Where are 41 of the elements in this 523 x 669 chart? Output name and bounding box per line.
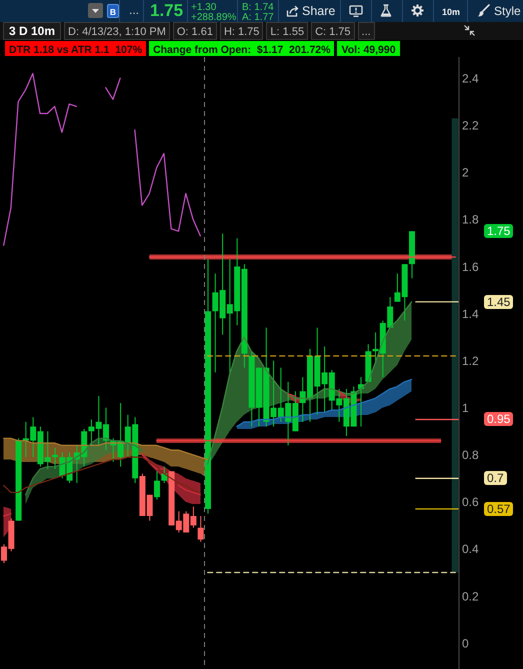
text: L: 1.55 (270, 26, 304, 38)
y-tick-label: 1 (462, 400, 469, 415)
text: 1.75 (150, 1, 184, 20)
y-tick-label: 0.8 (462, 448, 480, 462)
y-tick-label: 0.2 (462, 589, 480, 604)
y-tick-label: 2 (462, 166, 469, 180)
text: D: 4/13/23, 1:10 PM (68, 26, 166, 38)
text: Vol: 49,990 (341, 44, 396, 56)
y-tick-label: 0.6 (462, 495, 480, 510)
ref-line-label: 1.45 (487, 294, 510, 309)
y-tick-label: 1.2 (462, 354, 480, 368)
text: Share (302, 4, 336, 18)
ref-line-label: 0.7 (487, 471, 504, 486)
text: ... (129, 3, 140, 17)
ref-line-label: 0.57 (487, 502, 510, 516)
text: 1.75 (487, 224, 510, 238)
text: ... (362, 26, 371, 38)
text: C: 1.75 (315, 26, 351, 38)
candlestick (154, 470, 160, 500)
text: Change from Open: $1.17 201.72% (153, 44, 330, 56)
text: B: 1.74 (242, 2, 274, 13)
candlestick (198, 516, 204, 542)
y-tick-label: 2.4 (462, 71, 480, 86)
text: 10m (442, 7, 460, 17)
line-series (3, 456, 201, 494)
text: DTR 1.18 vs ATR 1.1 107% (9, 44, 142, 56)
text: +288.89% (191, 12, 236, 23)
text: +1.30 (191, 2, 216, 13)
chart-title: 3 D 10m (9, 24, 56, 38)
y-tick-label: 1.6 (462, 260, 480, 274)
text: Style (494, 4, 521, 18)
text: H: 1.75 (224, 26, 260, 38)
ref-line-label: 0.95 (487, 412, 510, 426)
text: A: 1.77 (242, 12, 274, 23)
y-tick-label: 1.4 (462, 306, 480, 321)
y-tick-label: 0 (462, 636, 469, 650)
text: B (110, 7, 116, 17)
text: O: 1.61 (176, 26, 213, 38)
y-tick-label: 0.4 (462, 542, 480, 556)
y-tick-label: 2.2 (462, 118, 480, 133)
y-tick-label: 1.8 (462, 212, 480, 227)
